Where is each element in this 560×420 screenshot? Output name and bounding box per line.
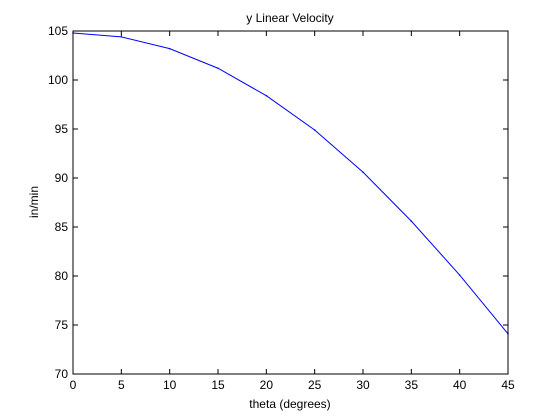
plot-border [72, 30, 509, 375]
x-axis-label: theta (degrees) [249, 397, 330, 411]
data-point [458, 274, 461, 276]
y-tick-label: 105 [48, 24, 68, 38]
plot-area [73, 31, 508, 374]
data-point [120, 36, 123, 38]
x-tick-label: 25 [308, 378, 322, 392]
x-tick-label: 0 [70, 378, 77, 392]
x-tick-label: 35 [405, 378, 419, 392]
data-point [265, 94, 268, 97]
y-axis-label: in/min [27, 186, 41, 218]
x-tick-label: 5 [118, 378, 125, 392]
x-tick-label: 15 [211, 378, 225, 392]
y-tick-label: 70 [55, 367, 69, 381]
x-tick-label: 45 [501, 378, 515, 392]
y-tick-label: 95 [55, 122, 69, 136]
data-point [217, 67, 219, 70]
x-tick-label: 10 [163, 378, 177, 392]
data-point [313, 129, 316, 131]
x-axis: 0 5 10 15 20 25 30 35 40 45 [70, 31, 515, 392]
y-tick-label: 75 [55, 318, 69, 332]
data-point [362, 171, 364, 173]
chart-title: y Linear Velocity [246, 11, 333, 25]
x-tick-label: 30 [356, 378, 370, 392]
x-tick-label: 20 [260, 378, 274, 392]
y-tick-label: 90 [55, 171, 69, 185]
data-point [410, 220, 413, 222]
series-line [72, 32, 509, 335]
data-point [168, 47, 171, 50]
y-tick-label: 80 [55, 269, 69, 283]
x-tick-label: 40 [453, 378, 467, 392]
y-tick-label: 100 [48, 73, 68, 87]
y-tick-label: 85 [55, 220, 69, 234]
